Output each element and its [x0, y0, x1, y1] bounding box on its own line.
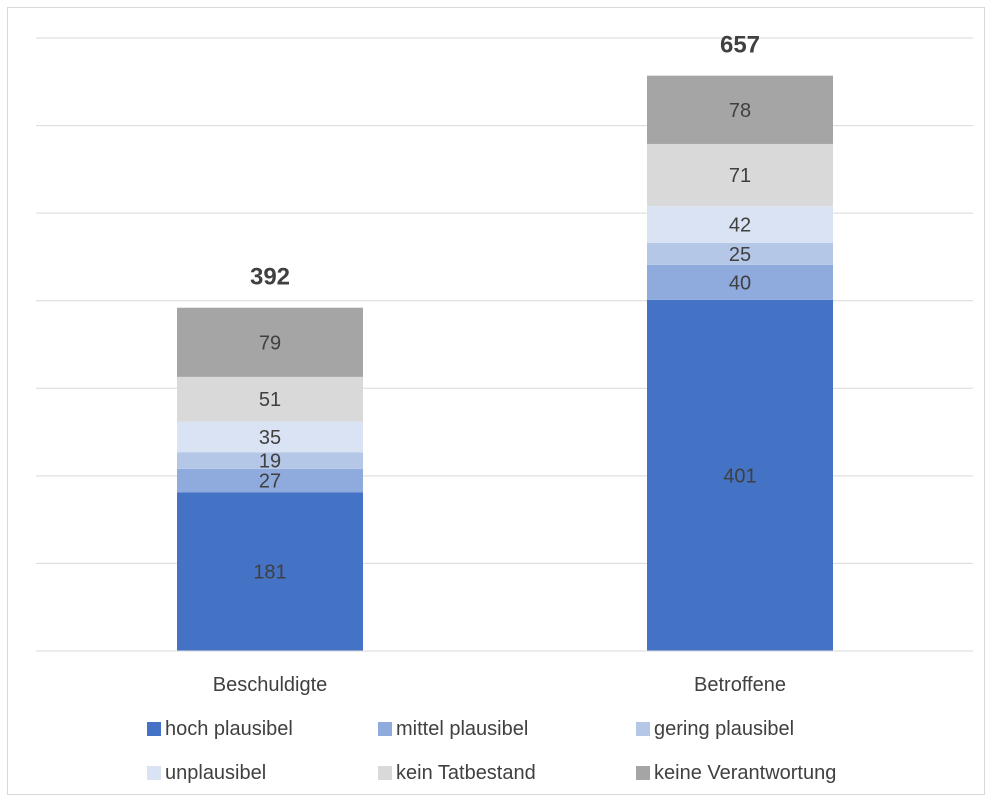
legend-swatch	[147, 722, 161, 736]
data-label: 40	[729, 272, 751, 294]
bar-segment-beschuldigte-3	[177, 421, 363, 453]
data-label: 35	[259, 427, 281, 449]
bar-segment-betroffene-2	[647, 242, 833, 265]
legend-label: hoch plausibel	[165, 717, 293, 740]
legend-swatch	[147, 766, 161, 780]
legend-label: kein Tatbestand	[396, 761, 536, 784]
data-label: 42	[729, 215, 751, 237]
legend-label: keine Verantwortung	[654, 761, 837, 784]
bar-segment-betroffene-5	[647, 75, 833, 144]
data-label: 27	[259, 471, 281, 493]
legend-swatch	[378, 766, 392, 780]
legend-item: keine Verantwortung	[636, 758, 836, 788]
data-label: 181	[253, 562, 286, 584]
x-tick-label: Betroffene	[694, 674, 786, 696]
bar-segment-beschuldigte-4	[177, 376, 363, 422]
legend-item: mittel plausibel	[378, 714, 528, 744]
data-label: 51	[259, 389, 281, 411]
legend-swatch	[636, 722, 650, 736]
data-label: 25	[729, 244, 751, 266]
legend-swatch	[378, 722, 392, 736]
legend-label: mittel plausibel	[396, 717, 529, 740]
legend-item: kein Tatbestand	[378, 758, 536, 788]
bar-segment-betroffene-0	[647, 299, 833, 651]
legend-item: gering plausibel	[636, 714, 794, 744]
data-label: 71	[729, 165, 751, 187]
x-tick-label: Beschuldigte	[213, 674, 328, 696]
bar-segment-betroffene-4	[647, 143, 833, 207]
bar-segment-beschuldigte-1	[177, 468, 363, 493]
legend-item: hoch plausibel	[147, 714, 293, 744]
bar-segment-beschuldigte-0	[177, 492, 363, 651]
total-label: 392	[250, 264, 290, 291]
legend-label: gering plausibel	[654, 717, 795, 740]
bar-segment-beschuldigte-2	[177, 452, 363, 469]
legend-item: unplausibel	[147, 758, 266, 788]
bar-segment-betroffene-1	[647, 264, 833, 300]
bar-segment-beschuldigte-5	[177, 307, 363, 377]
legend-swatch	[636, 766, 650, 780]
data-label: 79	[259, 332, 281, 354]
legend-label: unplausibel	[165, 761, 267, 784]
data-label: 401	[723, 465, 756, 487]
data-label: 78	[729, 100, 751, 122]
data-label: 19	[259, 451, 281, 473]
bar-segment-betroffene-3	[647, 206, 833, 243]
total-label: 657	[720, 32, 760, 59]
